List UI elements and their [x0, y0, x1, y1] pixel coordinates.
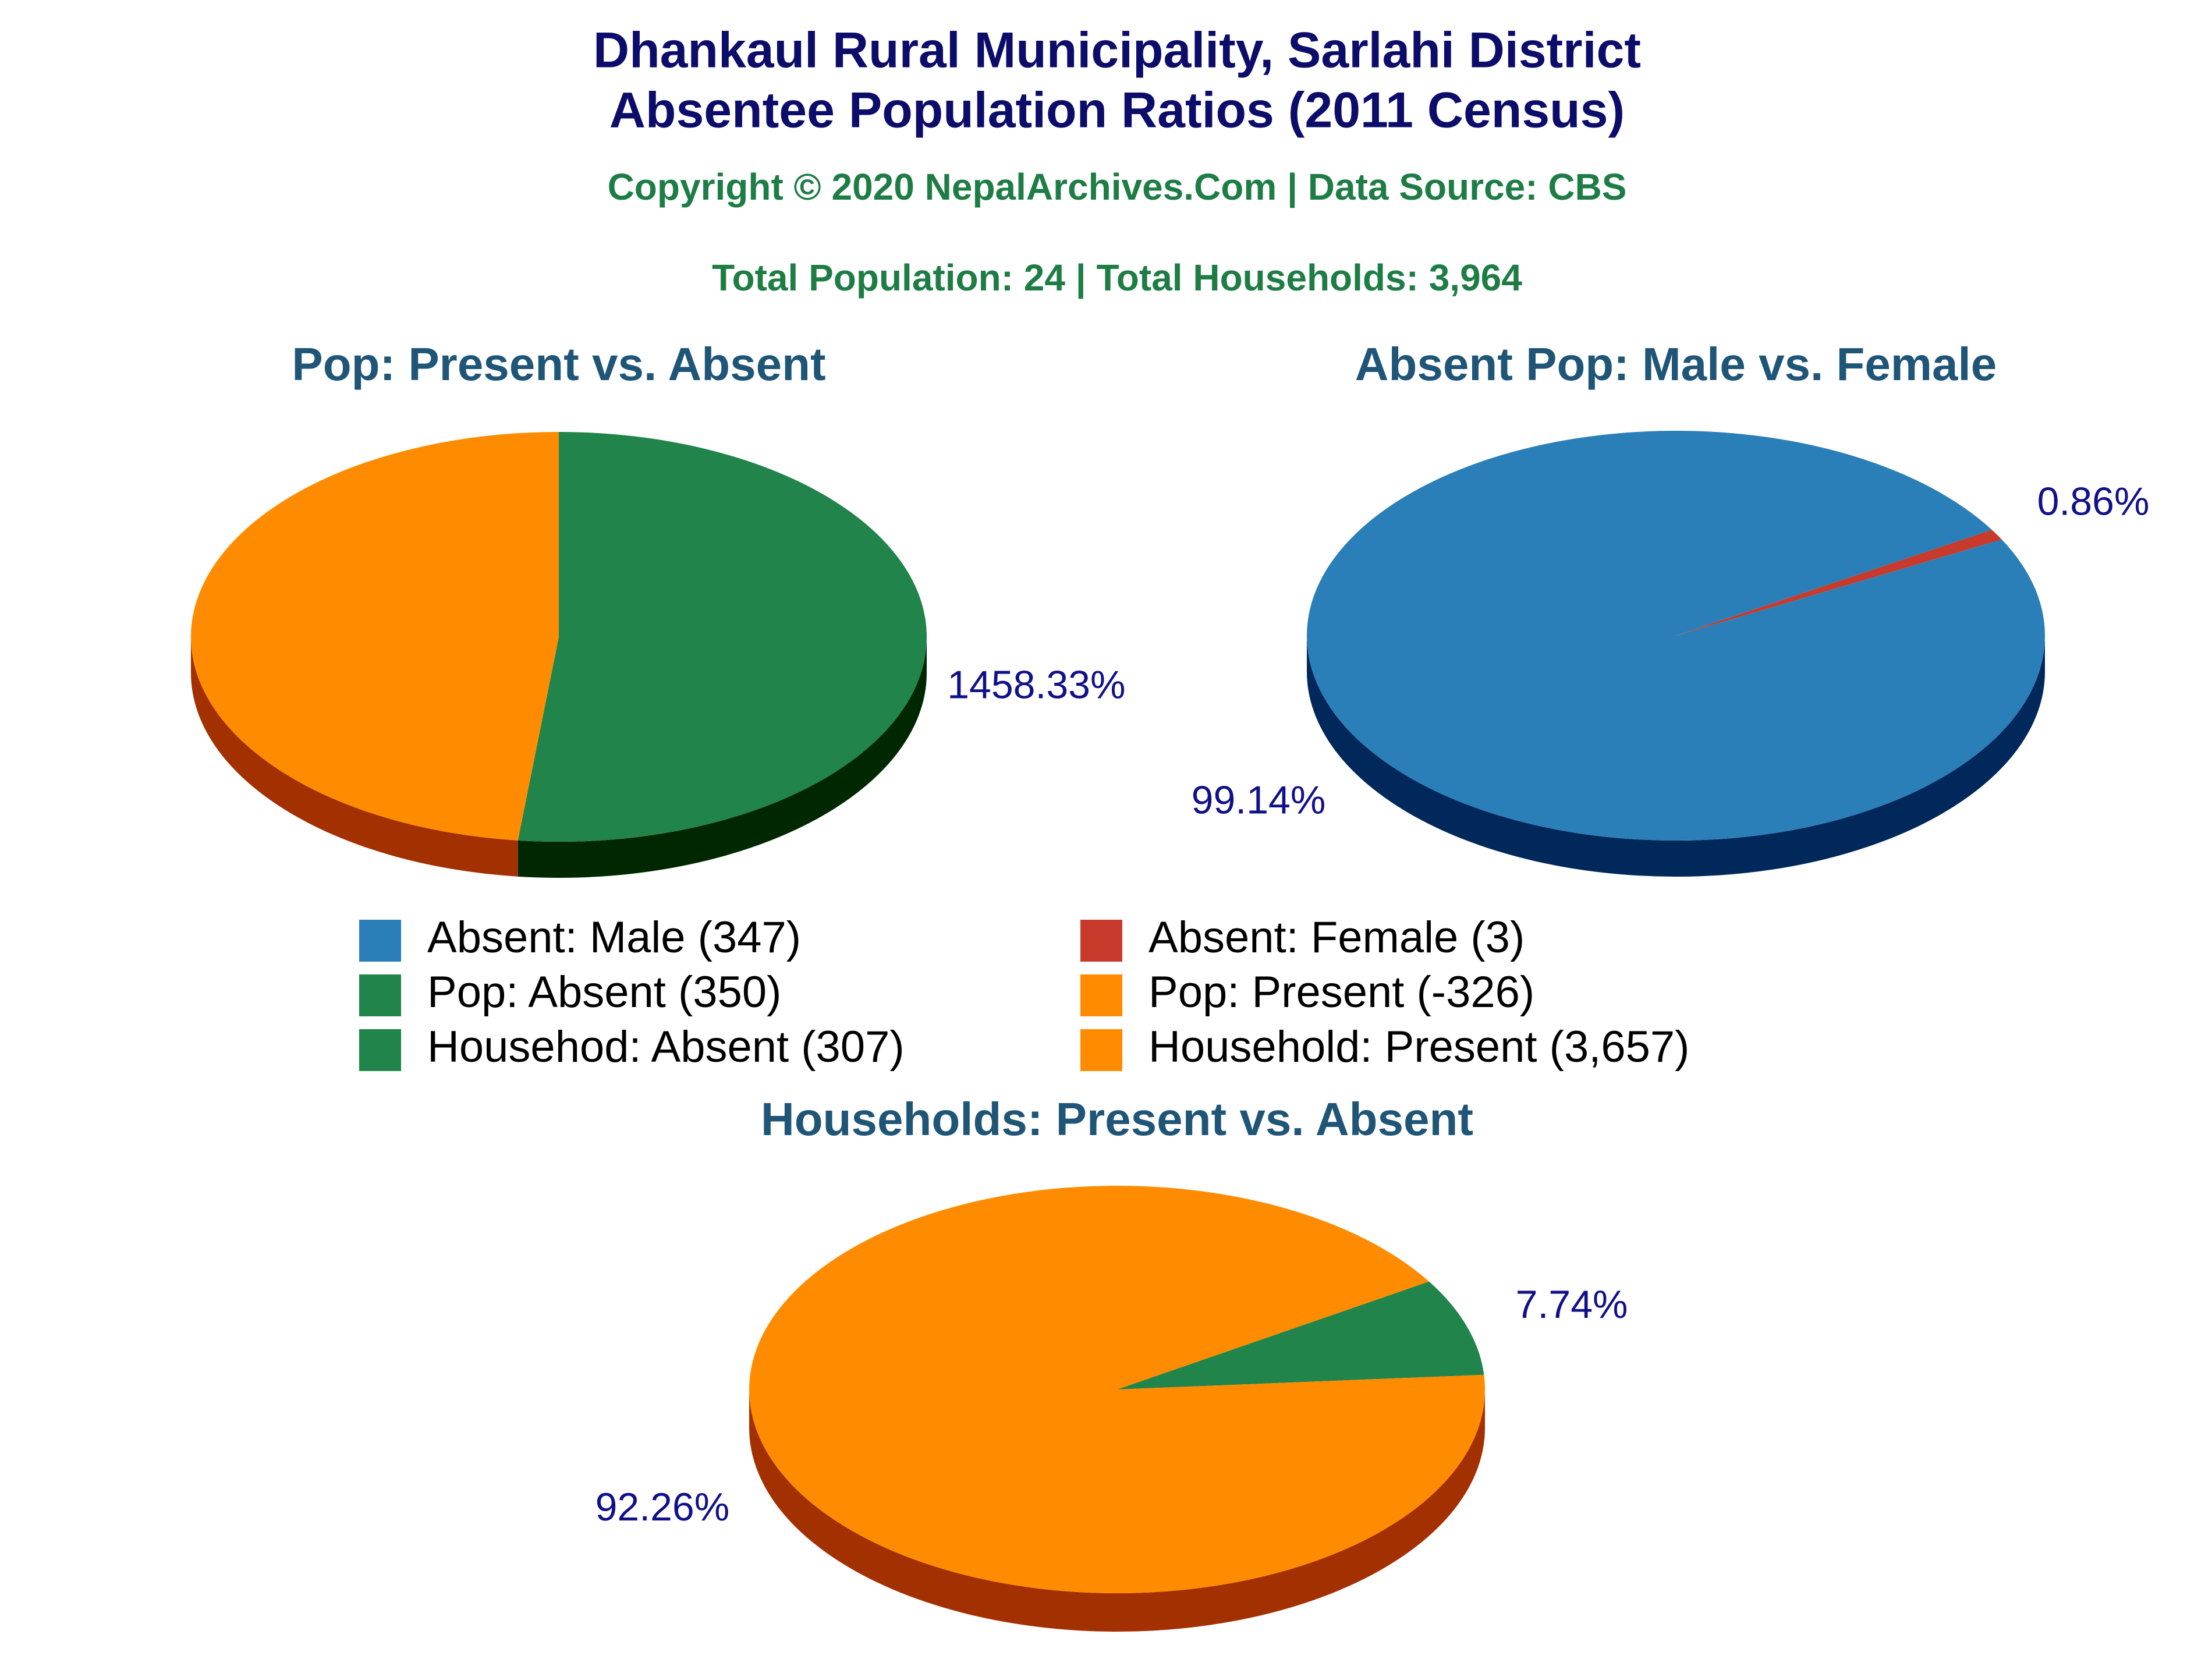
value-label: 7.74%: [1516, 1282, 1628, 1327]
pie-slice: [1307, 431, 2046, 841]
pie-side: [749, 1389, 1485, 1632]
chart-title: Absentee Population Ratios (2011 Census): [609, 83, 1625, 139]
pie-slice: [1117, 1281, 1484, 1389]
pie-side: [191, 637, 518, 877]
pie-side: [1307, 636, 2045, 877]
totals: Total Population: 24 | Total Households:…: [712, 257, 1522, 299]
pie-slice: [190, 432, 559, 841]
pie-title: Absent Pop: Male vs. Female: [1355, 338, 1997, 390]
value-label: 0.86%: [2037, 479, 2150, 523]
pie-slice: [749, 1186, 1485, 1594]
chart-title: Dhankaul Rural Municipality, Sarlahi Dis…: [593, 23, 1641, 79]
legend-label: Pop: Absent (350): [427, 967, 781, 1017]
legend-swatch: [1080, 974, 1122, 1016]
legend-swatch: [359, 974, 401, 1016]
pie-title: Households: Present vs. Absent: [761, 1093, 1473, 1145]
value-label: 92.26%: [595, 1485, 730, 1529]
value-label: 1458.33%: [947, 662, 1125, 707]
value-label: 99.14%: [1192, 778, 1326, 823]
pie-title: Pop: Present vs. Absent: [292, 338, 825, 390]
pie-slice: [517, 432, 927, 842]
pie-side: [517, 637, 927, 878]
copyright: Copyright © 2020 NepalArchives.Com | Dat…: [608, 166, 1627, 208]
pie-slice: [1676, 530, 2002, 636]
legend-swatch: [1080, 1029, 1122, 1071]
legend-label: Pop: Present (-326): [1148, 967, 1534, 1017]
legend-label: Absent: Male (347): [427, 913, 801, 962]
legend-label: Absent: Female (3): [1148, 913, 1525, 962]
legend-swatch: [359, 920, 401, 962]
legend-swatch: [359, 1029, 401, 1071]
legend-label: Household: Present (3,657): [1148, 1022, 1689, 1072]
legend-swatch: [1080, 920, 1122, 962]
legend-label: Househod: Absent (307): [427, 1022, 905, 1072]
